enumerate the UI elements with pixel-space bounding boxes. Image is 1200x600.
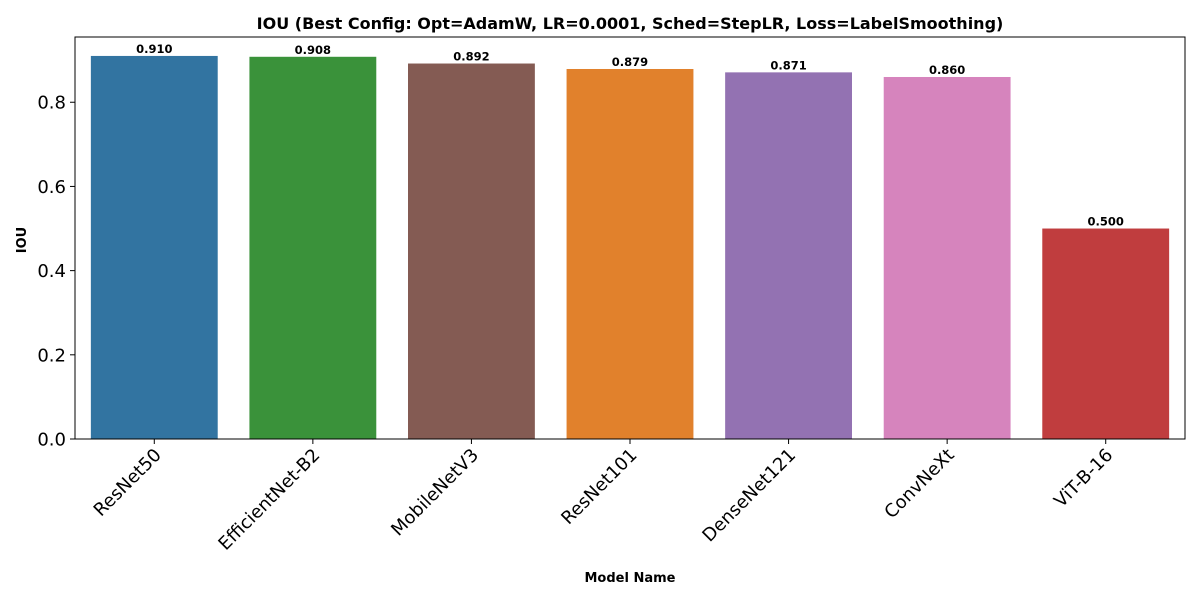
bars-group bbox=[90, 55, 1170, 439]
bar-efficientnet-b2 bbox=[249, 56, 377, 439]
y-tick-label: 0.8 bbox=[37, 93, 66, 114]
plot-frame bbox=[74, 36, 1186, 440]
y-tick-label: 0.6 bbox=[37, 177, 66, 198]
x-tick-label-resnet101: ResNet101 bbox=[557, 445, 641, 529]
bar-vit-b-16 bbox=[1042, 228, 1170, 439]
data-label-vit-b-16: 0.500 bbox=[1088, 215, 1124, 229]
bar-convnext bbox=[883, 76, 1011, 439]
y-tick-label: 0.0 bbox=[37, 430, 66, 451]
x-axis-label: Model Name bbox=[585, 571, 676, 586]
x-tick-label-efficientnet-b2: EfficientNet-B2 bbox=[214, 445, 324, 555]
x-tick-label-resnet50: ResNet50 bbox=[90, 445, 166, 521]
x-axis: ResNet50 EfficientNet-B2 MobileNetV3 ResNet… bbox=[90, 439, 1117, 555]
x-tick-label-densenet121: DenseNet121 bbox=[698, 445, 800, 547]
x-tick-label-mobilenetv3: MobileNetV3 bbox=[387, 445, 483, 541]
bar-densenet121 bbox=[725, 72, 852, 439]
x-tick-label-vit-b-16: ViT-B-16 bbox=[1050, 445, 1117, 512]
data-label-mobilenetv3: 0.892 bbox=[453, 50, 489, 64]
y-axis: 0.0 0.2 0.4 0.6 0.8 bbox=[37, 93, 75, 451]
data-label-efficientnet-b2: 0.908 bbox=[295, 43, 331, 57]
y-tick-label: 0.4 bbox=[37, 261, 66, 282]
bar-resnet101 bbox=[566, 68, 694, 439]
chart-title: IOU (Best Config: Opt=AdamW, LR=0.0001, … bbox=[257, 14, 1004, 33]
y-tick-label: 0.2 bbox=[37, 345, 66, 366]
y-axis-label: IOU bbox=[15, 227, 30, 253]
data-label-densenet121: 0.871 bbox=[770, 58, 806, 72]
data-label-resnet50: 0.910 bbox=[136, 42, 172, 56]
data-labels-group: 0.910 0.908 0.892 0.879 0.871 0.860 0.500 bbox=[136, 42, 1124, 229]
bar-mobilenetv3 bbox=[408, 63, 535, 439]
x-tick-label-convnext: ConvNeXt bbox=[880, 445, 958, 523]
data-label-resnet101: 0.879 bbox=[612, 55, 648, 69]
bar-resnet50 bbox=[90, 55, 218, 439]
data-label-convnext: 0.860 bbox=[929, 63, 965, 77]
